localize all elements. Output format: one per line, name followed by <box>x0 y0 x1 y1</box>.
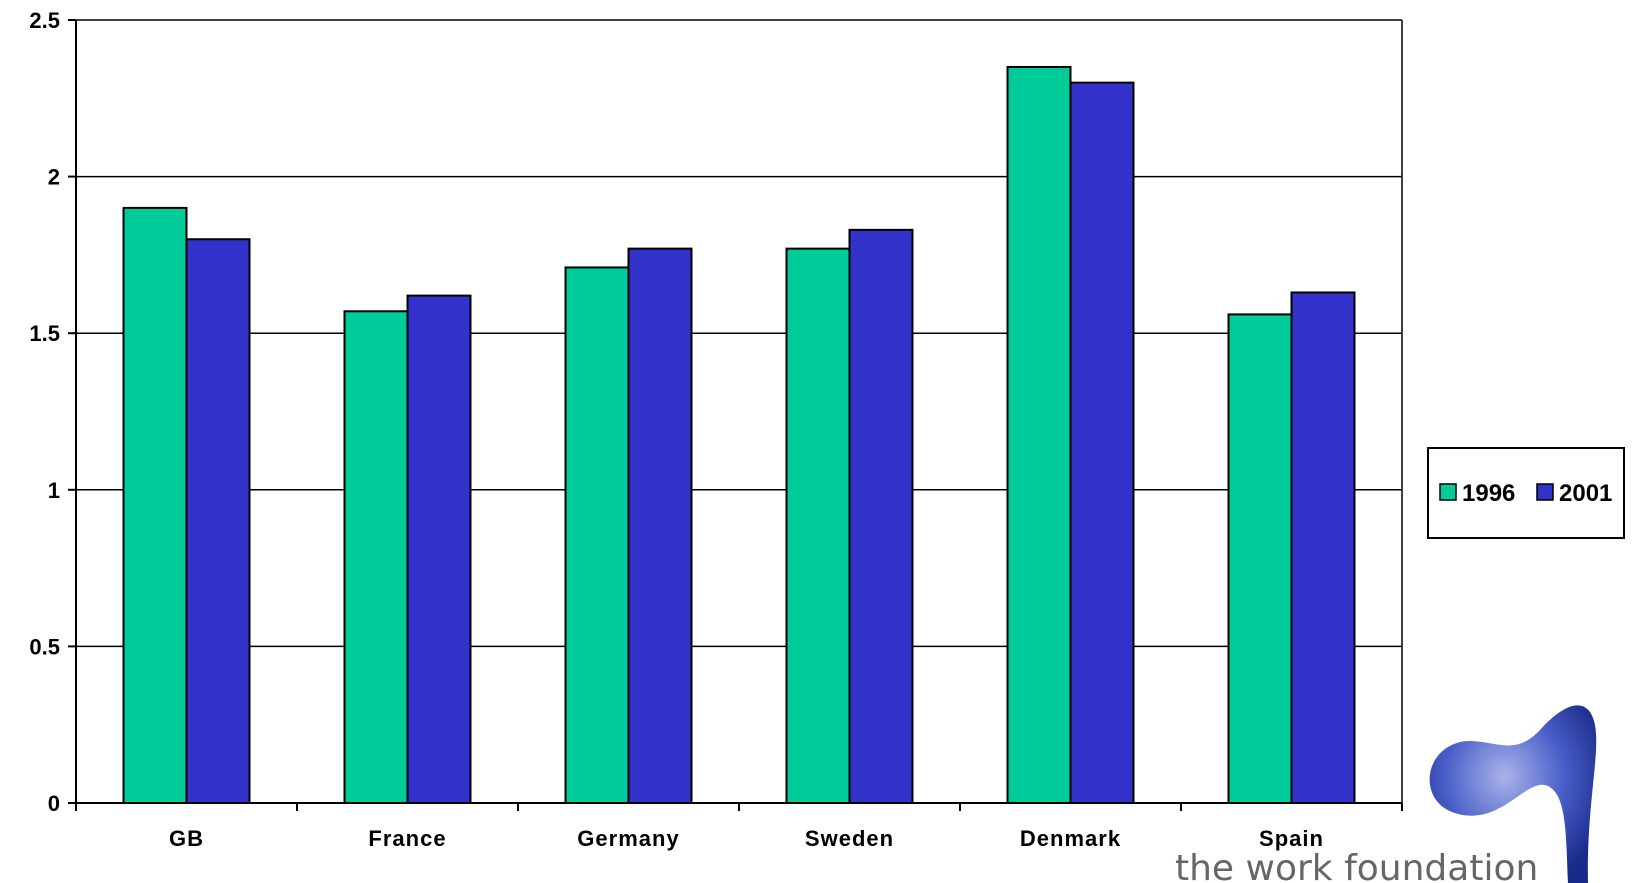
y-tick-label: 1.5 <box>29 321 60 346</box>
y-tick-label: 2.5 <box>29 8 60 33</box>
work-foundation-logo: the work foundation <box>1175 705 1597 883</box>
bar-sweden-2001 <box>848 228 914 804</box>
legend-swatch-2001 <box>1536 483 1554 501</box>
bars <box>122 65 1356 805</box>
bar-france-1996 <box>343 310 409 804</box>
x-category-label: Sweden <box>805 826 894 851</box>
x-category-label: Germany <box>577 826 679 851</box>
legend-swatch-1996 <box>1439 483 1457 501</box>
bar-gb-1996 <box>122 206 188 805</box>
logo-emblem-icon <box>1429 705 1597 883</box>
bar-spain-2001 <box>1290 291 1356 804</box>
legend-label-1996: 1996 <box>1462 480 1515 507</box>
x-category-label: GB <box>169 826 204 851</box>
x-category-label: Spain <box>1259 826 1324 851</box>
gridlines <box>76 19 1402 804</box>
x-category-labels: GB France Germany Sweden Denmark Spain <box>169 826 1324 851</box>
y-tick-label: 2 <box>48 165 60 190</box>
bar-spain-1996 <box>1227 313 1293 804</box>
legend: 1996 2001 <box>1427 447 1625 539</box>
y-tick-label: 0.5 <box>29 634 60 659</box>
legend-label-2001: 2001 <box>1559 480 1612 507</box>
bar-denmark-2001 <box>1069 81 1135 804</box>
y-tick-label: 0 <box>48 791 60 816</box>
axes <box>68 19 1403 811</box>
legend-box <box>1427 447 1625 539</box>
x-category-label: France <box>368 826 446 851</box>
bar-france-2001 <box>406 294 472 804</box>
bar-gb-2001 <box>185 238 251 805</box>
bar-denmark-1996 <box>1006 65 1072 805</box>
y-tick-labels: 0 0.5 1 1.5 2 2.5 <box>29 8 60 816</box>
bar-germany-1996 <box>564 266 630 805</box>
bar-germany-2001 <box>627 247 693 805</box>
bar-sweden-1996 <box>785 247 851 805</box>
logo-text: the work foundation <box>1175 848 1538 883</box>
x-category-label: Denmark <box>1020 826 1121 851</box>
y-tick-label: 1 <box>48 478 60 503</box>
